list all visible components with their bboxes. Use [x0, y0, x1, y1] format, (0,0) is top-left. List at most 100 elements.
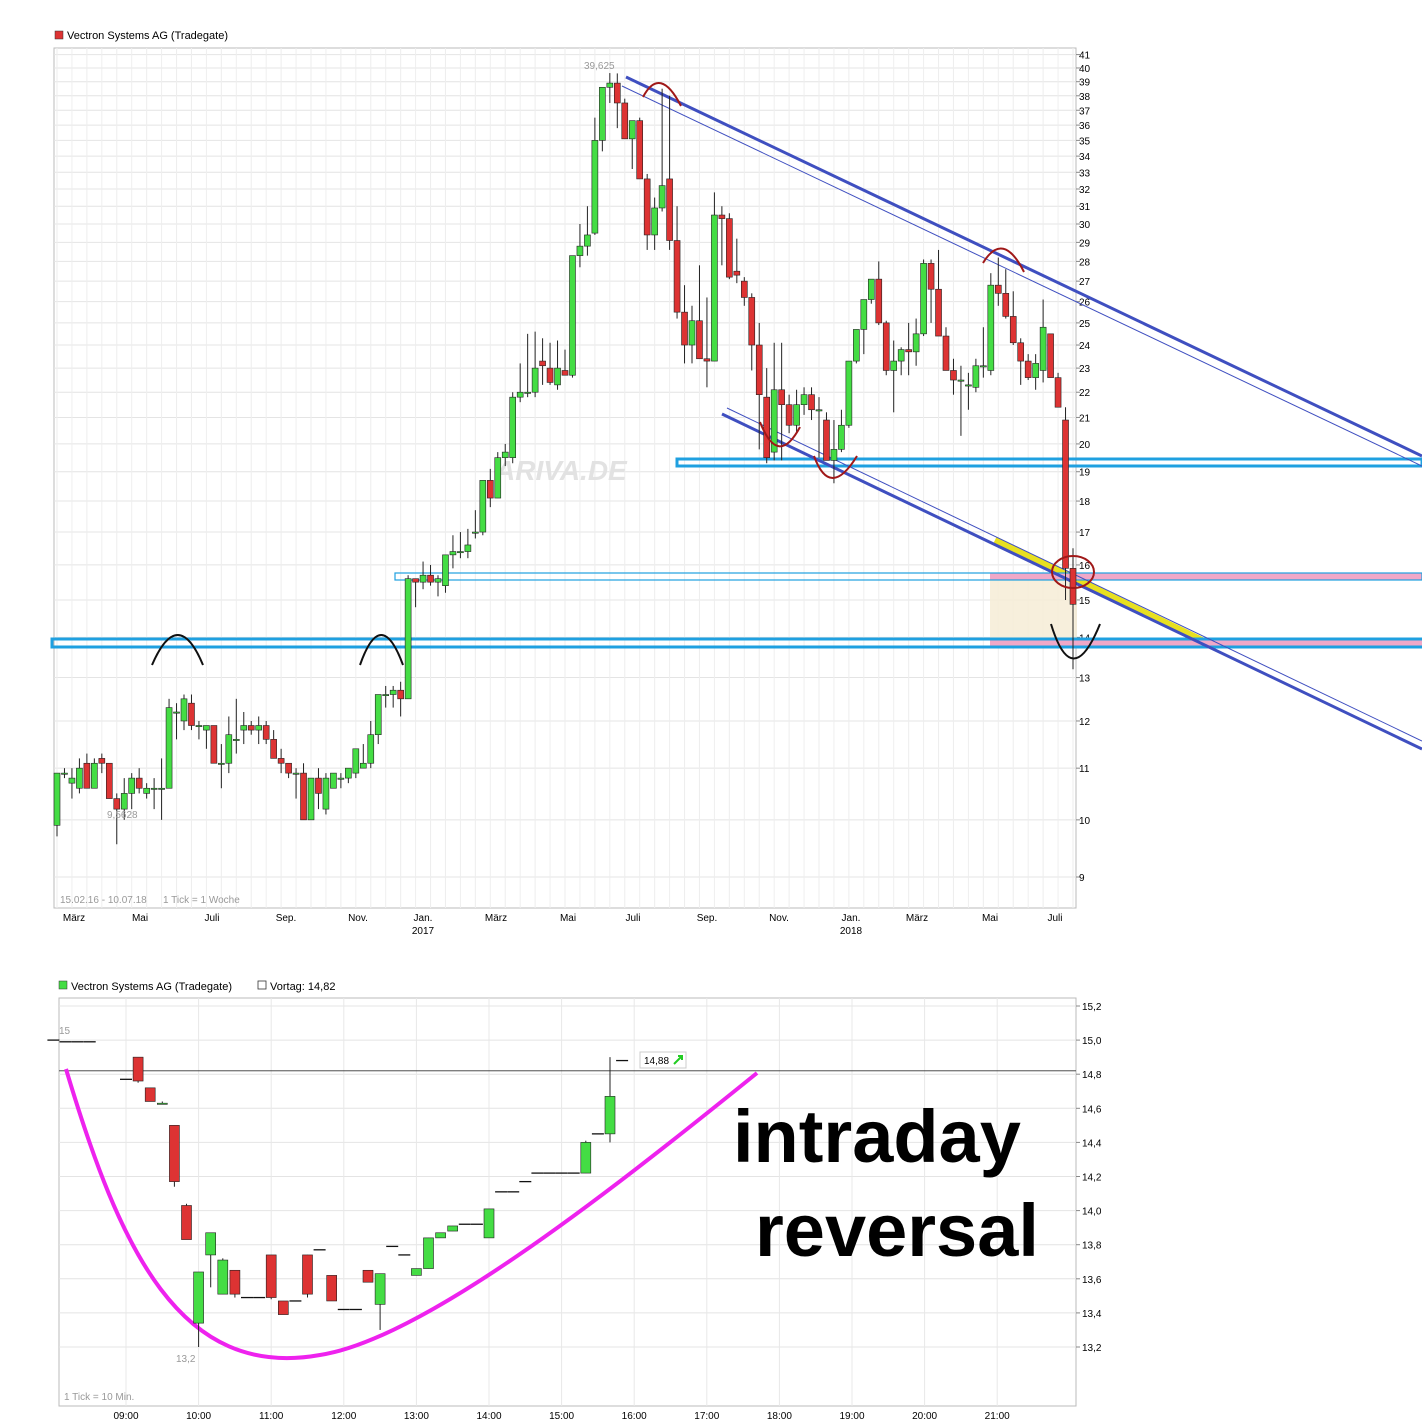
weekly-candle: [867, 278, 875, 304]
support-zone-15: [394, 572, 1422, 581]
weekly-y-tick-label: 18: [1079, 497, 1091, 508]
weekly-candle: [666, 95, 673, 250]
weekly-y-tick-label: 15: [1079, 596, 1091, 607]
watermark: ARIVA.DE: [494, 455, 628, 486]
weekly-candle: [584, 206, 591, 256]
weekly-candle: [247, 720, 255, 735]
weekly-candle: [703, 297, 711, 388]
weekly-candle: [569, 255, 576, 378]
channel-upper-line: [625, 75, 1422, 458]
weekly-candle: [1039, 299, 1047, 383]
weekly-candle: [591, 117, 599, 235]
intraday-y-tick-label: 14,0: [1082, 1207, 1102, 1218]
weekly-y-tick-label: 22: [1079, 388, 1091, 399]
weekly-candle: [800, 387, 808, 415]
weekly-candle: [203, 725, 210, 749]
intraday-y-tick-label: 14,6: [1082, 1104, 1102, 1115]
intraday-candle: [580, 1140, 592, 1174]
weekly-candle: [950, 358, 957, 395]
intraday-x-tick-label: 13:00: [404, 1411, 429, 1422]
weekly-candle: [1069, 548, 1077, 670]
weekly-candle: [442, 554, 449, 593]
peak-arc-may: [982, 247, 1025, 273]
weekly-x-tick-label: Nov.: [769, 913, 789, 924]
intraday-candle: [181, 1203, 192, 1240]
intraday-y-axis: 13,2 13,4 13,6 13,8 14,0 14,2 14,4 14,6 14,8 15,0…: [1076, 1002, 1102, 1354]
intraday-candle: [483, 1208, 495, 1239]
weekly-candle: [733, 238, 741, 284]
weekly-candle: [576, 223, 584, 268]
weekly-y-tick-label: 40: [1079, 64, 1091, 75]
weekly-candle: [897, 347, 905, 376]
peak-arc-2: [359, 634, 404, 666]
weekly-candle: [509, 392, 517, 464]
weekly-candle: [1054, 372, 1062, 408]
reversal-curve: [64, 1068, 759, 1361]
intraday-y-tick-label: 15,0: [1082, 1036, 1102, 1047]
intraday-candle: [144, 1087, 156, 1102]
weekly-candle: [965, 372, 972, 410]
weekly-candle: [987, 273, 995, 376]
weekly-candle: [479, 480, 487, 536]
weekly-x-tick-label: Sep.: [697, 913, 718, 924]
intraday-x-tick-label: 19:00: [839, 1411, 864, 1422]
weekly-candle: [367, 720, 375, 769]
weekly-candle: [330, 772, 337, 789]
weekly-candle: [882, 320, 890, 376]
weekly-x-tick-label: Juli: [1047, 913, 1062, 924]
weekly-candle: [838, 409, 845, 453]
weekly-candle: [994, 257, 1002, 306]
weekly-candle: [823, 412, 830, 461]
weekly-candle: [793, 389, 800, 434]
weekly-candle: [875, 261, 883, 326]
weekly-y-tick-label: 25: [1079, 319, 1091, 330]
intraday-y-tick-label: 15,2: [1082, 1002, 1102, 1013]
weekly-candle: [457, 532, 464, 559]
weekly-candle: [815, 397, 823, 458]
weekly-candle: [83, 753, 91, 789]
weekly-x-tick-label: Jan.: [414, 913, 433, 924]
weekly-candle: [374, 694, 382, 745]
weekly-candle: [486, 468, 494, 508]
weekly-candle: [748, 293, 756, 371]
weekly-candle: [180, 694, 188, 731]
intraday-candle: [277, 1300, 289, 1315]
weekly-candles: [53, 73, 1077, 845]
weekly-y-tick-label: 26: [1079, 298, 1091, 309]
weekly-x-tick-label: Juli: [625, 913, 640, 924]
weekly-candle: [628, 120, 636, 170]
weekly-x-tick-label: März: [63, 913, 85, 924]
support-zone-13: [50, 637, 1422, 649]
weekly-candle: [210, 725, 218, 764]
intraday-candles: [47, 1039, 629, 1347]
peak-arc-1: [151, 634, 204, 666]
peak-arc-top: [642, 81, 682, 107]
weekly-candle: [1032, 354, 1039, 390]
weekly-candle: [860, 299, 868, 355]
weekly-year-label: 2018: [840, 926, 863, 937]
weekly-candle: [322, 773, 330, 815]
weekly-candle: [1024, 354, 1032, 381]
weekly-candle: [359, 744, 367, 769]
intraday-x-tick-label: 15:00: [549, 1411, 574, 1422]
weekly-candle: [419, 561, 427, 590]
weekly-y-tick-label: 12: [1079, 717, 1091, 728]
yellow-trendline: [993, 536, 1207, 646]
weekly-candle: [830, 420, 838, 484]
trough-arc-dec: [813, 455, 858, 479]
weekly-candle: [53, 772, 61, 837]
pink-zone-13: [990, 640, 1422, 647]
weekly-y-tick-label: 35: [1079, 136, 1091, 147]
weekly-candle: [561, 349, 569, 376]
weekly-candle: [120, 778, 128, 820]
intraday-candle: [362, 1269, 374, 1283]
intraday-candle: [193, 1271, 204, 1347]
weekly-candle: [599, 86, 606, 152]
intraday-x-tick-label: 11:00: [259, 1411, 284, 1422]
weekly-candle: [546, 342, 554, 385]
weekly-y-tick-label: 36: [1079, 121, 1091, 132]
weekly-candle: [68, 768, 76, 799]
weekly-candle: [755, 322, 763, 450]
weekly-y-tick-label: 32: [1079, 185, 1091, 196]
